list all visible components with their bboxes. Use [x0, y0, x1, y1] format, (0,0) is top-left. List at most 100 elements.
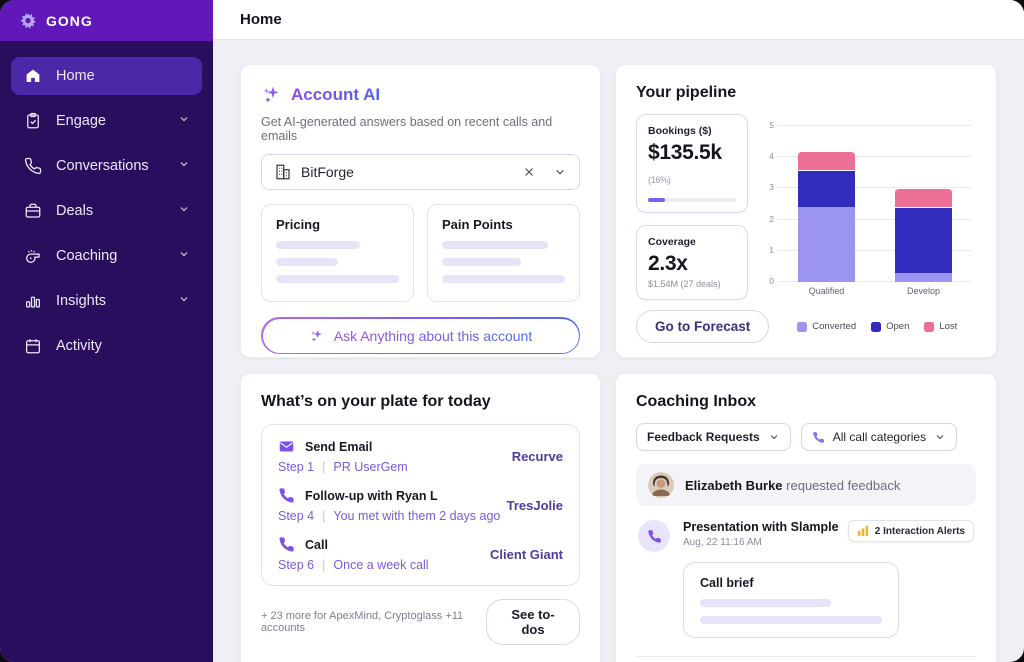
chart-category-label: Qualified — [808, 286, 845, 296]
sidebar-item-insights[interactable]: Insights — [11, 282, 202, 320]
see-todos-button[interactable]: See to-dos — [486, 599, 580, 645]
sidebar-item-label: Coaching — [56, 248, 118, 264]
sidebar-item-activity[interactable]: Activity — [11, 327, 202, 365]
chart-bar-develop — [895, 126, 952, 282]
ask-anything-button[interactable]: Ask Anything about this account — [261, 317, 580, 354]
whistle-icon — [23, 246, 43, 266]
sparkles-icon — [310, 329, 322, 342]
todo-row-send-email[interactable]: Send Email Step 1 | PR UserGem Recurve — [278, 438, 563, 475]
interaction-alerts-badge[interactable]: 2 Interaction Alerts — [847, 520, 974, 542]
email-icon — [279, 441, 294, 452]
sidebar-item-label: Conversations — [56, 158, 149, 174]
chevron-down-icon — [178, 113, 190, 129]
legend-item-converted: Converted — [797, 321, 856, 332]
request-text: Elizabeth Burke requested feedback — [685, 477, 901, 493]
todo-account-link[interactable]: TresJolie — [506, 497, 563, 513]
gong-burst-icon — [20, 12, 36, 29]
chart-legend: Converted Open Lost — [797, 321, 957, 332]
skeleton-line — [276, 241, 360, 249]
legend-item-open: Open — [871, 321, 909, 332]
sidebar: GONG Home Engage — [0, 0, 213, 662]
chevron-down-icon[interactable] — [553, 165, 567, 179]
clipboard-check-icon — [23, 111, 43, 131]
call-categories-dropdown[interactable]: All call categories — [800, 423, 958, 451]
bar-chart-icon — [23, 291, 43, 311]
skeleton-line — [700, 616, 882, 624]
todo-list: Send Email Step 1 | PR UserGem Recurve Fol… — [261, 424, 580, 586]
home-icon — [23, 66, 43, 86]
legend-swatch — [797, 321, 808, 332]
call-icon-circle — [638, 520, 670, 552]
sidebar-item-coaching[interactable]: Coaching — [11, 237, 202, 275]
todo-account-link[interactable]: Recurve — [511, 448, 563, 464]
skeleton-line — [276, 258, 338, 266]
call-brief-card[interactable]: Call brief — [683, 562, 899, 638]
buildings-icon — [276, 164, 290, 180]
sidebar-item-label: Insights — [56, 293, 106, 309]
go-to-forecast-button[interactable]: Go to Forecast — [636, 310, 770, 343]
pipeline-title: Your pipeline — [636, 84, 737, 101]
todo-subtitle: Step 1 | PR UserGem — [278, 460, 408, 474]
todo-row-follow-up[interactable]: Follow-up with Ryan L Step 4 | You met wit… — [278, 487, 563, 523]
feedback-requests-dropdown[interactable]: Feedback Requests — [636, 423, 791, 451]
todo-subtitle: Step 4 | You met with them 2 days ago — [278, 509, 501, 523]
phone-icon — [647, 529, 661, 543]
clear-icon[interactable] — [522, 165, 536, 179]
account-ai-card: Account AI Get AI-generated answers base… — [240, 64, 601, 358]
chevron-down-icon — [178, 158, 190, 174]
bookings-progress-fill — [648, 198, 665, 202]
chevron-down-icon — [178, 248, 190, 264]
chart-bar-qualified — [798, 126, 855, 282]
sidebar-nav: Home Engage Conversations — [0, 41, 213, 381]
page-title: Home — [240, 11, 282, 28]
phone-icon — [23, 156, 43, 176]
skeleton-line — [700, 599, 832, 607]
chart-category-label: Develop — [906, 286, 941, 296]
gong-logo: GONG — [0, 0, 213, 41]
insight-card-title: Pricing — [276, 217, 321, 232]
sidebar-item-engage[interactable]: Engage — [11, 102, 202, 140]
account-selector-value: BitForge — [301, 164, 354, 180]
feedback-request-row[interactable]: Elizabeth Burke requested feedback — [636, 464, 976, 506]
skeleton-line — [442, 241, 548, 249]
coverage-value: 2.3x — [648, 252, 688, 275]
todo-row-call[interactable]: Call Step 6 | Once a week call Client Gian… — [278, 536, 563, 572]
account-ai-title: Account AI — [291, 85, 381, 104]
coverage-detail: $1.54M (27 deals) — [648, 279, 721, 289]
sidebar-item-conversations[interactable]: Conversations — [11, 147, 202, 185]
account-selector[interactable]: BitForge — [261, 154, 580, 190]
call-datetime: Aug, 22 11:16 AM — [683, 537, 762, 548]
phone-icon — [812, 431, 824, 443]
insight-card-pricing[interactable]: Pricing — [261, 204, 414, 302]
todo-title: Send Email — [305, 439, 373, 454]
coaching-inbox-card: Coaching Inbox Feedback Requests All cal… — [615, 373, 997, 662]
todo-account-link[interactable]: Client Giant — [490, 546, 563, 562]
todos-footer-note: + 23 more for ApexMind, Cryptoglass +11 … — [261, 610, 464, 634]
alerts-bars-icon — [857, 525, 868, 537]
sidebar-item-deals[interactable]: Deals — [11, 192, 202, 230]
skeleton-line — [442, 258, 521, 266]
sparkles-icon — [263, 86, 279, 103]
ask-anything-label: Ask Anything about this account — [333, 327, 533, 344]
coaching-title: Coaching Inbox — [636, 393, 756, 410]
phone-icon — [279, 488, 294, 503]
chevron-down-icon — [770, 435, 778, 440]
sidebar-item-label: Activity — [56, 338, 102, 354]
todo-title: Follow-up with Ryan L — [305, 488, 438, 503]
avatar — [648, 472, 674, 498]
call-title[interactable]: Presentation with Slample — [683, 520, 839, 534]
sidebar-item-home[interactable]: Home — [11, 57, 202, 95]
pipeline-card: Your pipeline Bookings ($) $135.5k (16%)… — [615, 64, 997, 358]
todos-card: What’s on your plate for today Send Emai… — [240, 373, 601, 662]
gong-logo-text: GONG — [46, 12, 93, 29]
legend-swatch — [924, 321, 935, 332]
insight-card-pain-points[interactable]: Pain Points — [427, 204, 580, 302]
chevron-down-icon — [936, 435, 944, 440]
sidebar-item-label: Home — [56, 68, 95, 84]
coverage-kpi-card[interactable]: Coverage 2.3x $1.54M (27 deals) — [636, 225, 748, 300]
bookings-kpi-card[interactable]: Bookings ($) $135.5k (16%) — [636, 114, 748, 213]
topbar: Home — [213, 0, 1024, 40]
skeleton-line — [442, 275, 565, 283]
